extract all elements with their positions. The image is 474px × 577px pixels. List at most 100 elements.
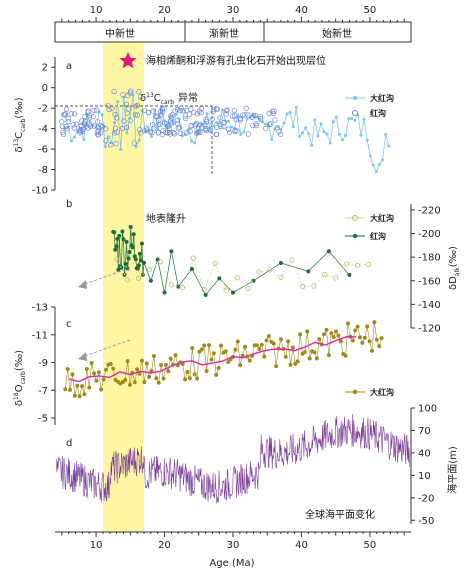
point-a-honggou <box>59 119 65 125</box>
point-a-dahonggou <box>313 118 317 122</box>
legend-c-dahonggou: 大红沟 <box>370 387 394 397</box>
point-c-dahonggou <box>173 353 178 358</box>
point-a-honggou <box>245 112 251 118</box>
point-a-honggou <box>137 127 143 133</box>
point-a-dahonggou <box>307 132 311 136</box>
point-c-dahonggou <box>132 380 137 385</box>
point-c-dahonggou <box>142 380 147 385</box>
point-a-honggou <box>85 109 91 115</box>
point-b-dahonggou <box>157 259 164 265</box>
point-a-honggou <box>250 112 257 119</box>
point-a-honggou <box>127 117 133 124</box>
point-a-honggou <box>231 107 237 114</box>
point-a-honggou <box>242 112 248 118</box>
point-a-honggou <box>137 94 144 100</box>
point-b-honggou <box>217 276 222 281</box>
point-a-honggou <box>211 106 217 113</box>
point-a-honggou <box>71 111 78 117</box>
point-a-honggou <box>171 130 177 136</box>
point-b-honggou <box>128 224 133 229</box>
legend-b-dahonggou: 大红沟 <box>370 213 394 223</box>
point-c-dahonggou <box>283 354 288 359</box>
y-tick-label: 2 <box>42 63 48 74</box>
point-c-dahonggou <box>154 376 159 381</box>
point-a-honggou <box>176 124 183 130</box>
arrow-b-head <box>78 280 87 289</box>
point-a-honggou <box>121 118 127 124</box>
point-a-honggou <box>87 123 93 129</box>
arrow-c <box>81 339 131 358</box>
point-a-dahonggou <box>73 135 77 139</box>
point-b-dahonggou <box>201 287 207 293</box>
legend-b: 大红沟 红沟 <box>345 213 394 241</box>
point-c-dahonggou <box>147 374 152 379</box>
point-a-dahonggou <box>347 116 351 120</box>
point-a-honggou <box>271 108 277 114</box>
point-a-honggou <box>221 123 227 130</box>
star-annotation: 海相烯酮和浮游有孔虫化石开始出现层位 <box>119 52 326 69</box>
point-a-honggou <box>108 142 114 148</box>
point-c-dahonggou <box>372 320 377 325</box>
point-c-dahonggou <box>183 377 188 382</box>
point-c-dahonggou <box>104 367 109 372</box>
point-a-honggou <box>141 107 148 113</box>
point-a-honggou <box>82 118 88 125</box>
point-c-dahonggou <box>293 361 298 366</box>
point-a-honggou <box>138 130 144 136</box>
y-tick-label: -8 <box>38 165 48 176</box>
point-a-honggou <box>263 126 269 132</box>
point-c-dahonggou <box>202 343 207 348</box>
point-a-honggou <box>187 128 193 134</box>
point-c-dahonggou <box>108 361 113 366</box>
point-b-dahonggou <box>300 284 306 290</box>
point-a-honggou <box>243 105 249 111</box>
point-a-honggou <box>124 124 130 130</box>
point-a-dahonggou <box>220 108 224 112</box>
legend-a-dahonggou: 大红沟 <box>370 93 394 103</box>
point-a-honggou <box>252 112 258 119</box>
point-a-honggou <box>214 124 220 131</box>
point-b-honggou <box>138 258 143 263</box>
point-c-dahonggou <box>84 367 89 372</box>
point-a-dahonggou <box>106 135 110 139</box>
point-a-honggou <box>134 102 141 108</box>
point-c-dahonggou <box>192 372 197 377</box>
panel-a: a 2 0 -2 -4 -6 -8 -10 δ13Ccarb 异常 大红沟 红沟 <box>32 57 394 197</box>
point-c-dahonggou <box>63 387 68 392</box>
point-a-honggou <box>172 108 178 114</box>
point-a-honggou <box>103 138 109 144</box>
point-c-dahonggou <box>312 350 317 355</box>
point-c-dahonggou <box>295 359 300 364</box>
point-c-dahonggou <box>259 342 264 347</box>
point-a-honggou <box>223 107 230 114</box>
point-a-dahonggou <box>270 137 274 141</box>
point-c-dahonggou <box>360 340 365 345</box>
point-a-honggou <box>274 125 280 131</box>
point-a-honggou <box>202 126 208 133</box>
y-label-d: 海平面(m) <box>446 446 459 494</box>
point-b-dahonggou <box>179 284 185 291</box>
point-b-honggou <box>133 257 138 262</box>
point-a-honggou <box>111 130 118 136</box>
point-b-honggou <box>148 278 153 283</box>
point-a-honggou <box>120 92 126 98</box>
point-c-dahonggou <box>65 367 70 372</box>
point-a-honggou <box>268 121 274 127</box>
panel-letter-d: d <box>66 438 72 449</box>
point-a-dahonggou <box>374 169 378 173</box>
point-a-dahonggou <box>337 132 341 136</box>
point-a-honggou <box>132 111 139 118</box>
point-b-honggou <box>120 229 125 234</box>
point-a-honggou <box>113 141 119 147</box>
point-b-dahonggou <box>354 262 361 269</box>
point-b-honggou <box>231 290 235 295</box>
point-a-honggou <box>157 109 164 115</box>
point-a-dahonggou <box>359 133 363 137</box>
point-c-dahonggou <box>185 370 190 375</box>
point-a-dahonggou <box>310 143 314 147</box>
point-c-dahonggou <box>123 378 128 383</box>
point-c-dahonggou <box>127 382 132 387</box>
point-a-honggou <box>272 117 278 123</box>
point-a-dahonggou <box>103 145 107 149</box>
point-b-dahonggou <box>135 275 142 281</box>
